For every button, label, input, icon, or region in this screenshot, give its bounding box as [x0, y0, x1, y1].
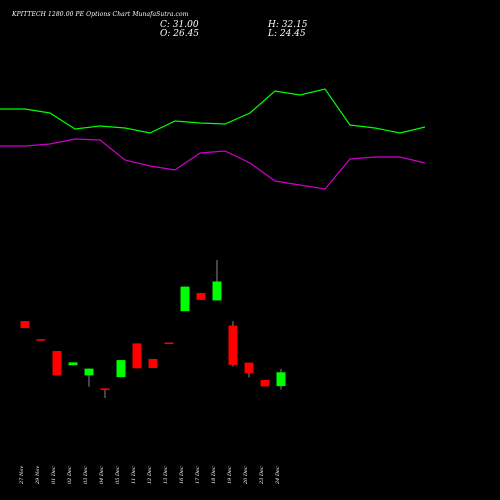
candle — [116, 360, 126, 378]
x-tick-label: 04 Dec — [99, 466, 105, 484]
candle — [20, 321, 30, 329]
x-axis-labels: 27 Nov 29 Nov 01 Dec 02 Dec 03 Dec 04 Dec 05 D… — [19, 466, 281, 485]
candle — [132, 343, 142, 369]
candle — [68, 362, 78, 366]
x-tick-label: 19 Dec — [227, 466, 233, 484]
x-tick-label: 17 Dec — [195, 466, 201, 484]
x-tick-label: 12 Dec — [147, 466, 153, 484]
x-tick-label: 18 Dec — [211, 466, 217, 484]
candle-body — [276, 372, 286, 387]
indicator-line-upper — [0, 88, 426, 134]
candle — [164, 342, 174, 345]
candle — [52, 351, 62, 376]
high-value: H: 32.15 — [268, 20, 308, 30]
candle — [276, 368, 286, 390]
candle — [196, 293, 206, 300]
candle — [84, 368, 94, 387]
candle-body — [36, 339, 46, 341]
candle-body — [68, 362, 78, 366]
candle — [148, 358, 158, 369]
candle-body — [52, 351, 62, 376]
close-value: C: 31.00 — [160, 20, 199, 30]
indicator-line-lower — [0, 138, 426, 190]
candle-body — [84, 368, 94, 376]
candle-body — [260, 379, 270, 387]
candle — [100, 388, 110, 398]
x-tick-label: 01 Dec — [51, 466, 57, 484]
x-tick-label: 24 Dec — [275, 466, 281, 485]
candle-body — [228, 325, 238, 365]
candle — [228, 321, 238, 367]
candles-layer — [20, 260, 286, 398]
candle — [180, 286, 190, 312]
candle-body — [180, 286, 190, 312]
candle-body — [196, 293, 206, 300]
candle-body — [212, 281, 222, 301]
x-tick-label: 13 Dec — [163, 466, 169, 484]
candle-body — [116, 360, 126, 378]
candle-body — [132, 343, 142, 369]
indicator-lines — [0, 88, 426, 190]
open-value: O: 26.45 — [160, 29, 200, 39]
candle — [36, 339, 46, 341]
candle-body — [148, 358, 158, 369]
x-tick-label: 03 Dec — [83, 466, 89, 484]
chart-title: KPITTECH 1280.00 PE Options Chart Munafa… — [12, 11, 189, 18]
candle-body — [244, 362, 254, 374]
candle-body — [164, 342, 174, 345]
x-tick-label: 05 Dec — [115, 466, 121, 484]
x-tick-label: 23 Dec — [259, 466, 265, 485]
x-tick-label: 02 Dec — [67, 466, 73, 484]
x-tick-label: 27 Nov — [19, 466, 25, 485]
candle-body — [20, 321, 30, 329]
candle-body — [100, 388, 110, 391]
candle — [260, 379, 270, 387]
candle — [212, 260, 222, 301]
x-tick-label: 29 Nov — [35, 466, 41, 485]
x-tick-label: 20 Dec — [243, 466, 249, 485]
x-tick-label: 16 Dec — [179, 466, 185, 484]
candle — [244, 362, 254, 378]
x-tick-label: 11 Dec — [131, 466, 137, 484]
low-value: L: 24.45 — [268, 29, 306, 39]
